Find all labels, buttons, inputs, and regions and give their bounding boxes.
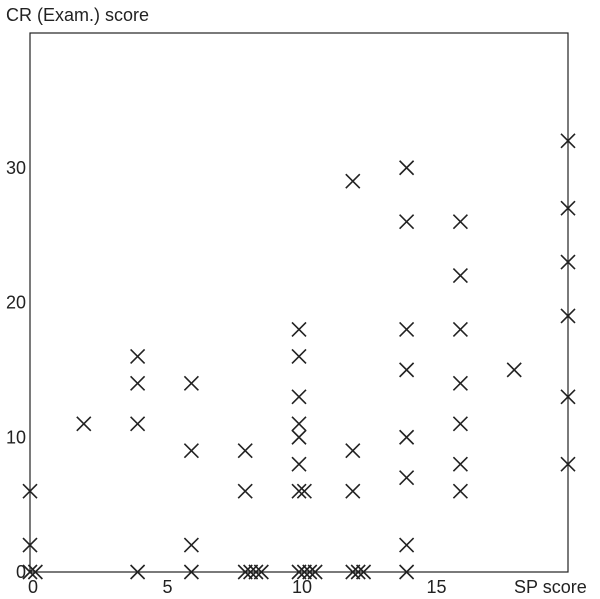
- data-point: [183, 564, 199, 580]
- data-point: [183, 375, 199, 391]
- data-point: [291, 416, 307, 432]
- data-point: [560, 254, 576, 270]
- data-point: [291, 389, 307, 405]
- x-axis-label: SP score: [514, 577, 587, 597]
- y-tick-label: 0: [16, 562, 26, 582]
- data-point: [399, 160, 415, 176]
- data-point: [307, 564, 323, 580]
- data-point: [302, 564, 318, 580]
- data-point: [399, 537, 415, 553]
- data-point: [560, 389, 576, 405]
- data-point: [399, 470, 415, 486]
- data-point: [560, 308, 576, 324]
- data-point: [291, 348, 307, 364]
- y-tick-label: 20: [6, 293, 26, 313]
- data-point: [130, 564, 146, 580]
- data-points: [22, 133, 576, 580]
- data-point: [291, 321, 307, 338]
- data-point: [243, 564, 259, 580]
- data-point: [452, 321, 468, 338]
- data-point: [452, 456, 468, 472]
- x-tick-label: 15: [426, 577, 446, 597]
- data-point: [452, 483, 468, 499]
- data-point: [291, 456, 307, 472]
- data-point: [183, 537, 199, 553]
- data-point: [237, 483, 253, 499]
- data-point: [130, 416, 146, 432]
- data-point: [291, 483, 307, 499]
- data-point: [22, 564, 38, 580]
- data-point: [345, 564, 361, 580]
- data-point: [399, 362, 415, 378]
- x-tick-label: 10: [292, 577, 312, 597]
- data-point: [248, 564, 264, 580]
- data-point: [296, 483, 312, 499]
- data-point: [452, 375, 468, 391]
- data-point: [560, 133, 576, 149]
- data-point: [76, 416, 92, 432]
- data-point: [237, 564, 253, 580]
- y-tick-labels: 0 10 20 30: [6, 158, 26, 582]
- data-point: [560, 456, 576, 472]
- y-axis-label: CR (Exam.) score: [6, 5, 149, 25]
- y-tick-label: 10: [6, 427, 26, 447]
- data-point: [183, 443, 199, 459]
- data-point: [452, 267, 468, 284]
- data-point: [345, 483, 361, 499]
- y-tick-label: 30: [6, 158, 26, 178]
- x-tick-labels: 0 5 10 15: [28, 577, 447, 597]
- data-point: [27, 564, 43, 580]
- x-tick-label: 5: [162, 577, 172, 597]
- data-point: [130, 348, 146, 364]
- data-point: [452, 416, 468, 432]
- data-point: [296, 564, 312, 580]
- x-tick-label: 0: [28, 577, 38, 597]
- data-point: [237, 443, 253, 459]
- data-point: [399, 429, 415, 445]
- data-point: [22, 483, 38, 499]
- data-point: [560, 200, 576, 216]
- data-point: [22, 537, 38, 553]
- data-point: [399, 214, 415, 230]
- data-point: [350, 564, 366, 580]
- data-point: [452, 214, 468, 230]
- data-point: [399, 564, 415, 580]
- data-point: [253, 564, 269, 580]
- data-point: [506, 362, 522, 378]
- data-point: [345, 173, 361, 189]
- data-point: [345, 443, 361, 459]
- data-point: [291, 564, 307, 580]
- data-point: [291, 429, 307, 445]
- data-point: [355, 564, 372, 580]
- data-point: [399, 321, 415, 338]
- data-point: [130, 375, 146, 391]
